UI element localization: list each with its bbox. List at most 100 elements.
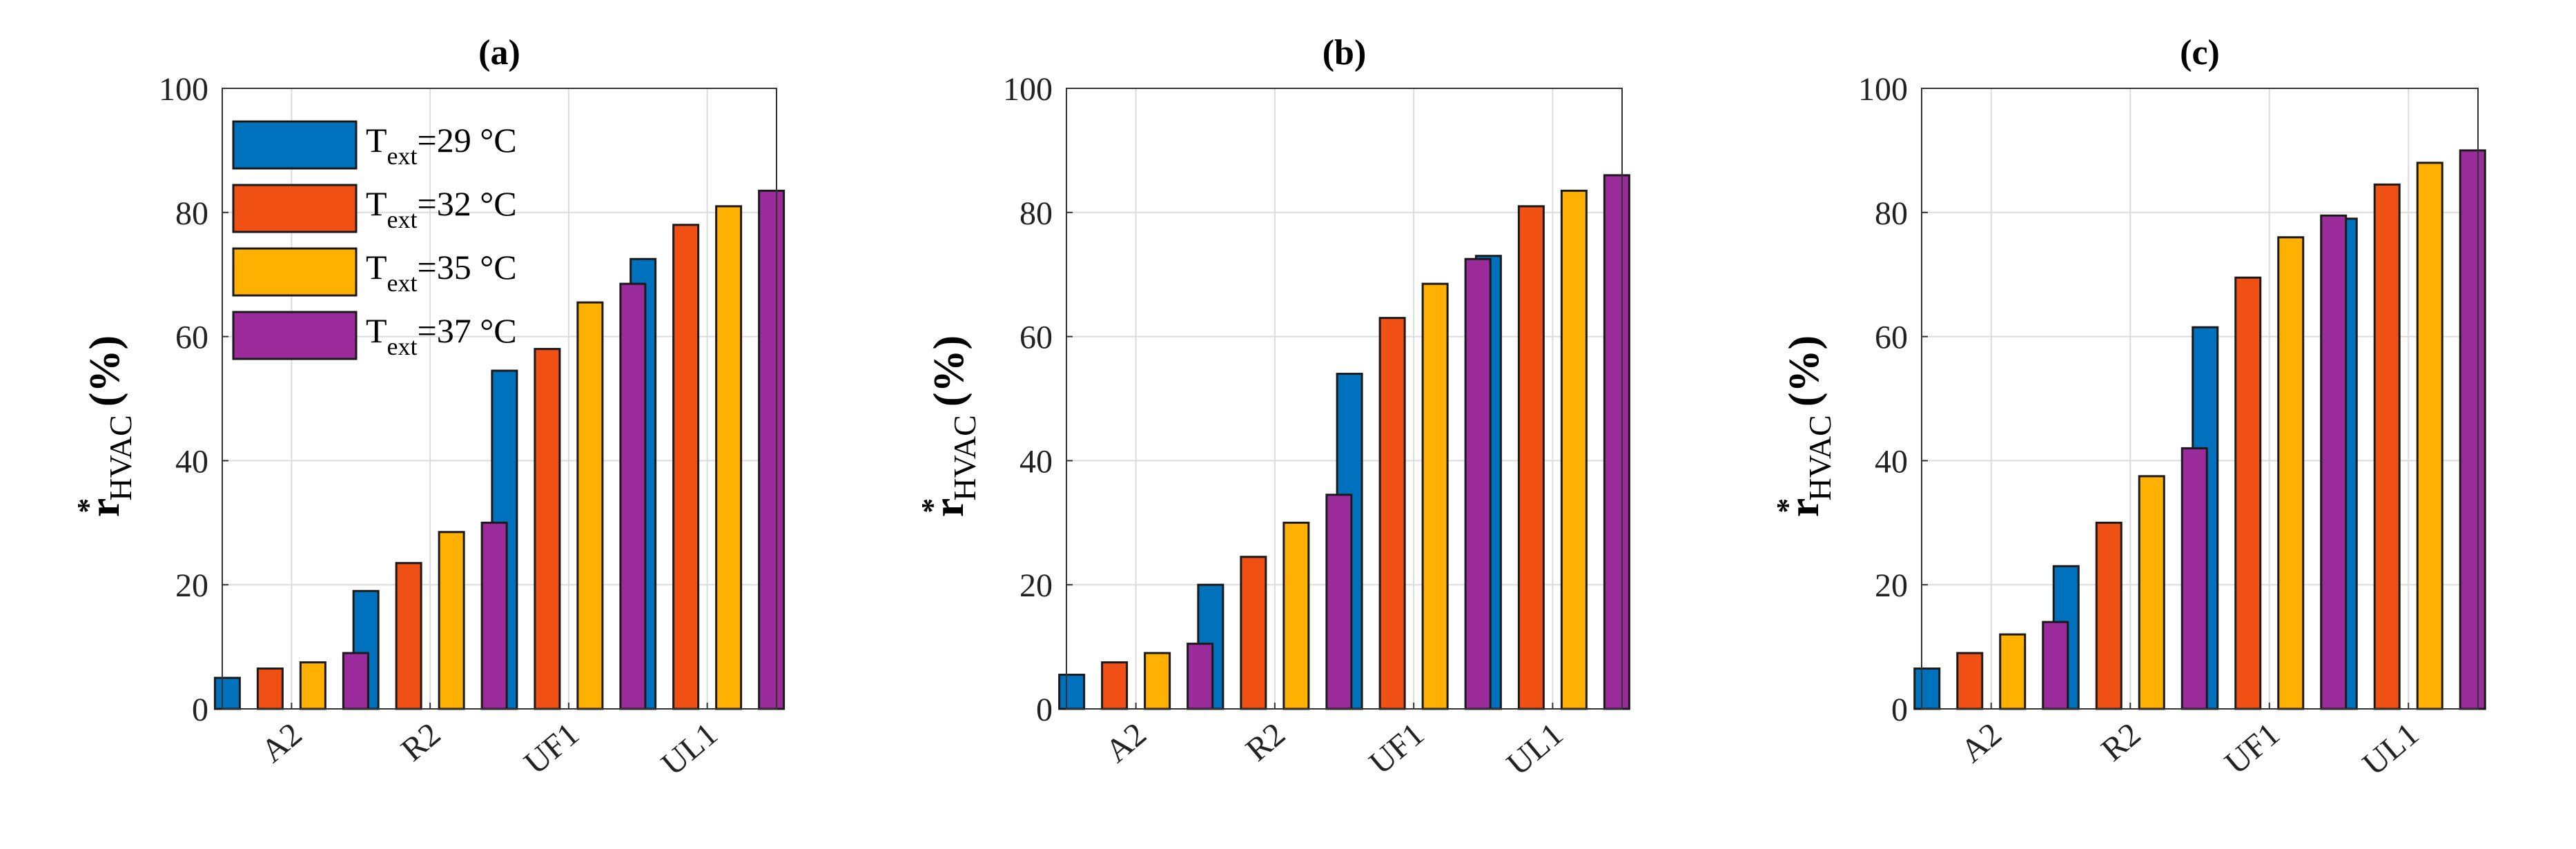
- bar-r2-series-4: [2180, 447, 2208, 710]
- bar-r2-series-3: [1282, 521, 1310, 710]
- y-tick-label: 40: [1875, 443, 1908, 480]
- bar-uf1-series-2: [1378, 317, 1406, 710]
- bar-r2-series-4: [480, 521, 508, 710]
- legend-main: T: [366, 121, 387, 159]
- bar-uf1-series-4: [1464, 257, 1492, 710]
- x-tick-label: R2: [394, 716, 447, 769]
- y-tick-label: 20: [1019, 567, 1053, 604]
- bar-r2-series-2: [395, 562, 422, 710]
- y-tick-label: 60: [175, 320, 208, 356]
- legend-sub: ext: [387, 333, 418, 360]
- y-label-base: r: [81, 498, 128, 518]
- legend-swatch-2: [232, 184, 358, 233]
- bar-ul1-series-2: [672, 224, 700, 710]
- chart-title: (c): [2180, 33, 2220, 72]
- legend-rest: =35 °C: [418, 248, 517, 286]
- y-label-sub: HVAC: [1802, 415, 1837, 500]
- y-label-star: *: [915, 498, 949, 514]
- bar-a2-series-1: [1913, 667, 1941, 710]
- legend-sub: ext: [387, 206, 418, 233]
- y-tick-label: 60: [1019, 320, 1053, 356]
- legend-rest: =32 °C: [418, 184, 517, 223]
- y-label-base: r: [1781, 498, 1828, 518]
- bar-uf1-series-4: [2320, 214, 2348, 710]
- bar-r2-series-2: [2095, 521, 2123, 710]
- y-tick-label: 60: [1875, 320, 1908, 356]
- y-label-unit: (%): [926, 335, 973, 407]
- bar-ul1-series-4: [2459, 149, 2486, 710]
- y-tick-label: 40: [175, 443, 208, 480]
- x-tick-label: UF1: [517, 716, 585, 781]
- bar-uf1-series-3: [576, 301, 604, 710]
- y-label-star: *: [71, 498, 105, 514]
- bar-a2-series-2: [1101, 661, 1129, 710]
- bar-r2-series-4: [1325, 494, 1353, 710]
- x-tick-label: A2: [254, 716, 309, 770]
- y-axis-label: r*HVAC (%): [71, 335, 138, 517]
- bar-r2-series-3: [438, 531, 465, 710]
- legend-rest: =37 °C: [418, 311, 517, 350]
- bar-ul1-series-4: [1603, 174, 1630, 710]
- bar-a2-series-3: [1144, 652, 1171, 710]
- bar-a2-series-4: [1187, 643, 1214, 710]
- panel-c: 0 20 40 60 80 100 A2 R2 UF1 UL1 (c) r*HVAC (%): [1770, 33, 2486, 783]
- x-tick-label: UL1: [2356, 716, 2426, 783]
- bar-r2-series-2: [1240, 556, 1267, 710]
- bar-uf1-series-2: [2234, 276, 2262, 710]
- bar-uf1-series-3: [2277, 236, 2305, 710]
- bar-a2-series-2: [1956, 652, 1984, 710]
- x-tick-label: UF1: [1363, 716, 1431, 781]
- legend-sub: ext: [387, 269, 418, 297]
- axes-box: [222, 88, 777, 710]
- y-tick-label: 20: [175, 567, 208, 604]
- chart-title: (b): [1323, 33, 1367, 72]
- bar-a2-series-3: [299, 661, 326, 710]
- y-label-unit: (%): [1781, 335, 1828, 407]
- y-tick-label: 80: [175, 195, 208, 232]
- bar-a2-series-1: [1058, 674, 1086, 710]
- axes-box: [1921, 88, 2479, 710]
- y-tick-label: 40: [1019, 443, 1053, 480]
- bar-uf1-series-3: [1421, 282, 1449, 710]
- bar-ul1-series-2: [2373, 183, 2401, 710]
- bar-a2-series-4: [2042, 621, 2069, 710]
- bar-ul1-series-4: [758, 189, 786, 710]
- y-tick-label: 80: [1019, 195, 1053, 232]
- legend-main: T: [366, 184, 387, 223]
- x-tick-label: A2: [1954, 716, 2009, 770]
- x-tick-label: A2: [1099, 716, 1153, 770]
- y-tick-label: 20: [1875, 567, 1908, 604]
- x-tick-label: UL1: [1500, 716, 1570, 783]
- legend-rest: =29 °C: [418, 121, 517, 159]
- y-tick-label: 80: [1875, 195, 1908, 232]
- legend-label-2: Text=32 °C: [366, 184, 517, 233]
- y-tick-label: 100: [1003, 71, 1053, 108]
- legend-swatch-4: [232, 311, 358, 360]
- y-label-sub: HVAC: [947, 415, 982, 500]
- y-axis-label: r*HVAC (%): [1770, 335, 1837, 517]
- legend-swatch-3: [232, 247, 358, 297]
- legend-main: T: [366, 248, 387, 286]
- legend-label-1: Text=29 °C: [366, 121, 517, 170]
- bar-ul1-series-3: [1560, 189, 1588, 710]
- legend-main: T: [366, 311, 387, 350]
- bar-ul1-series-3: [715, 205, 743, 710]
- bar-uf1-series-4: [619, 282, 647, 710]
- y-tick-label: 0: [1891, 692, 1908, 728]
- legend-label-4: Text=37 °C: [366, 311, 517, 360]
- y-tick-label: 0: [1036, 692, 1053, 728]
- bar-ul1-series-2: [1517, 205, 1545, 710]
- bar-a2-series-4: [342, 652, 369, 710]
- bar-ul1-series-3: [2416, 162, 2443, 710]
- chart-title: (a): [478, 33, 520, 72]
- y-label-star: *: [1770, 498, 1804, 514]
- legend-swatch-1: [232, 120, 358, 170]
- y-label-unit: (%): [81, 335, 128, 407]
- legend-label-3: Text=35 °C: [366, 248, 517, 297]
- y-tick-label: 100: [159, 71, 208, 108]
- x-tick-label: R2: [1239, 716, 1292, 769]
- bar-uf1-series-2: [534, 348, 561, 710]
- x-tick-label: UL1: [654, 716, 724, 783]
- y-axis-label: r*HVAC (%): [915, 335, 982, 517]
